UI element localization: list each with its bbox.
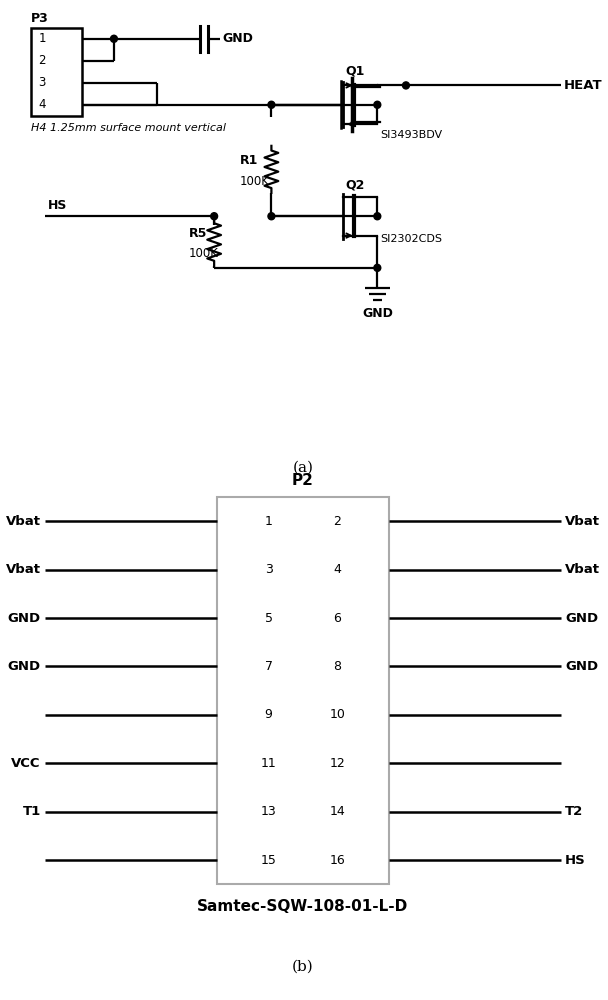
Bar: [217, 497, 389, 884]
Text: T2: T2: [565, 805, 584, 818]
Text: SI2302CDS: SI2302CDS: [380, 234, 442, 244]
Text: 4: 4: [333, 563, 341, 576]
Text: 2: 2: [333, 515, 341, 528]
Text: GND: GND: [565, 612, 598, 625]
Text: 10: 10: [330, 708, 345, 721]
Text: GND: GND: [7, 660, 41, 673]
Text: Vbat: Vbat: [5, 515, 41, 528]
Text: 2: 2: [38, 54, 46, 67]
Text: GND: GND: [565, 660, 598, 673]
Text: 3: 3: [38, 76, 46, 89]
Text: SI3493BDV: SI3493BDV: [380, 130, 442, 140]
Text: R5: R5: [188, 227, 207, 240]
Circle shape: [402, 82, 409, 89]
Text: HEAT: HEAT: [564, 79, 602, 92]
Circle shape: [374, 213, 381, 220]
Text: GND: GND: [223, 32, 254, 45]
Text: P2: P2: [292, 473, 314, 488]
Text: 5: 5: [264, 612, 272, 625]
Circle shape: [374, 264, 381, 271]
Circle shape: [268, 213, 275, 220]
Text: T1: T1: [22, 805, 41, 818]
Text: HS: HS: [48, 199, 67, 212]
Text: 13: 13: [261, 805, 277, 818]
Circle shape: [211, 213, 218, 220]
Text: 8: 8: [333, 660, 341, 673]
Text: Vbat: Vbat: [5, 563, 41, 576]
Text: 4: 4: [38, 98, 46, 111]
Text: (a): (a): [292, 461, 313, 475]
Text: 100K: 100K: [188, 247, 218, 260]
Text: H4 1.25mm surface mount vertical: H4 1.25mm surface mount vertical: [31, 123, 226, 133]
Text: 3: 3: [264, 563, 272, 576]
Text: R1: R1: [240, 154, 258, 167]
Text: HS: HS: [565, 854, 586, 867]
Text: 1: 1: [38, 32, 46, 45]
Text: P3: P3: [31, 12, 49, 25]
Text: VCC: VCC: [11, 757, 41, 770]
Text: 16: 16: [330, 854, 345, 867]
Text: 11: 11: [261, 757, 277, 770]
Text: 7: 7: [264, 660, 272, 673]
Text: Q1: Q1: [346, 65, 365, 78]
Text: 6: 6: [333, 612, 341, 625]
Text: (b): (b): [292, 959, 314, 973]
Text: Vbat: Vbat: [565, 515, 600, 528]
Text: 12: 12: [330, 757, 345, 770]
Circle shape: [374, 101, 381, 108]
Text: 14: 14: [330, 805, 345, 818]
Text: GND: GND: [7, 612, 41, 625]
Circle shape: [268, 101, 275, 108]
Text: 15: 15: [261, 854, 277, 867]
Text: 9: 9: [264, 708, 272, 721]
Text: 1: 1: [264, 515, 272, 528]
Bar: [31, 28, 83, 116]
Text: GND: GND: [362, 307, 393, 320]
Text: Q2: Q2: [346, 178, 365, 191]
Text: 100K: 100K: [240, 175, 270, 188]
Text: Vbat: Vbat: [565, 563, 600, 576]
Circle shape: [111, 35, 117, 42]
Text: Samtec-SQW-108-01-L-D: Samtec-SQW-108-01-L-D: [197, 899, 409, 914]
